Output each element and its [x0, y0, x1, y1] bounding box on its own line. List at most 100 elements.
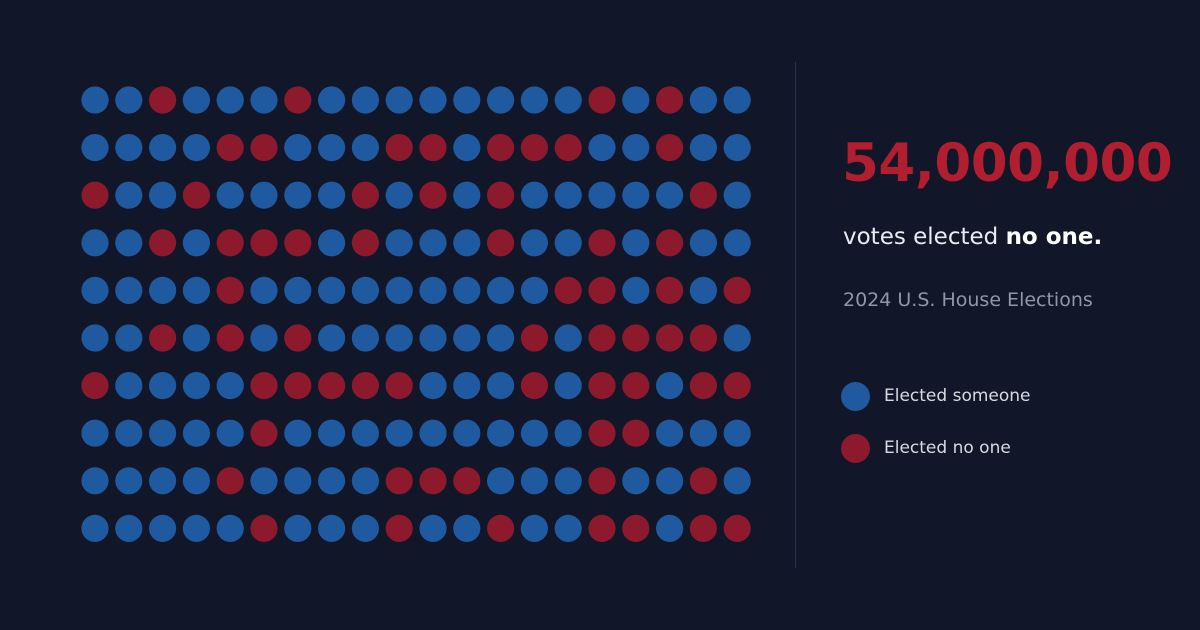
- dot-elected-no-one: [689, 181, 718, 209]
- dot-elected-no-one: [351, 372, 379, 400]
- dot-elected-no-one: [284, 372, 312, 400]
- dot-elected-someone: [453, 86, 481, 114]
- dot-elected-no-one: [723, 514, 751, 543]
- dot-elected-no-one: [385, 514, 413, 543]
- dot-elected-someone: [81, 134, 109, 162]
- dot-elected-someone: [385, 419, 413, 447]
- dot-elected-someone: [149, 276, 177, 304]
- dot-elected-no-one: [318, 372, 346, 400]
- dot-elected-someone: [520, 276, 549, 304]
- dot-elected-someone: [216, 181, 244, 209]
- dot-elected-someone: [419, 86, 447, 114]
- dot-elected-no-one: [149, 324, 177, 352]
- dot-elected-someone: [487, 372, 515, 400]
- dot-elected-someone: [115, 134, 143, 162]
- dot-elected-someone: [81, 467, 109, 495]
- dot-elected-someone: [385, 181, 413, 209]
- dot-elected-no-one: [351, 229, 379, 257]
- dot-elected-someone: [453, 134, 481, 162]
- dot-elected-someone: [588, 134, 616, 162]
- dot-elected-someone: [115, 514, 143, 543]
- dot-elected-someone: [81, 514, 109, 543]
- dot-elected-someone: [182, 134, 210, 162]
- dot-elected-someone: [385, 86, 413, 114]
- dot-elected-someone: [385, 276, 413, 304]
- dot-elected-someone: [385, 229, 413, 257]
- dot-elected-someone: [520, 181, 549, 209]
- dot-elected-someone: [554, 324, 582, 352]
- dot-elected-no-one: [149, 86, 177, 114]
- dot-elected-someone: [689, 276, 718, 304]
- dot-elected-someone: [520, 514, 549, 543]
- dot-elected-someone: [115, 419, 143, 447]
- dot-elected-no-one: [81, 181, 109, 209]
- dot-elected-someone: [81, 86, 109, 114]
- dot-elected-someone: [689, 419, 718, 447]
- dot-elected-no-one: [520, 324, 549, 352]
- dot-elected-someone: [351, 514, 379, 543]
- dot-elected-someone: [723, 324, 751, 352]
- dot-elected-no-one: [723, 372, 751, 400]
- dot-elected-no-one: [250, 372, 278, 400]
- dot-elected-someone: [149, 181, 177, 209]
- dot-elected-no-one: [689, 467, 718, 495]
- dot-elected-someone: [520, 467, 549, 495]
- dot-elected-someone: [216, 86, 244, 114]
- dot-elected-no-one: [419, 181, 447, 209]
- dot-elected-no-one: [622, 372, 650, 400]
- legend-swatch-elected-someone: [841, 381, 870, 411]
- dot-elected-no-one: [588, 372, 616, 400]
- dot-elected-someone: [554, 86, 582, 114]
- dot-elected-someone: [453, 229, 481, 257]
- dot-elected-someone: [689, 229, 718, 257]
- dot-elected-no-one: [588, 324, 616, 352]
- dot-elected-no-one: [250, 419, 278, 447]
- dot-elected-someone: [419, 419, 447, 447]
- dot-elected-someone: [284, 134, 312, 162]
- dot-elected-someone: [622, 467, 650, 495]
- dot-elected-someone: [250, 181, 278, 209]
- dot-elected-someone: [656, 467, 684, 495]
- dot-elected-no-one: [216, 467, 244, 495]
- dot-elected-no-one: [250, 134, 278, 162]
- dot-elected-someone: [149, 419, 177, 447]
- dot-elected-someone: [554, 514, 582, 543]
- dot-elected-someone: [182, 86, 210, 114]
- dot-elected-someone: [487, 324, 515, 352]
- dot-elected-no-one: [588, 514, 616, 543]
- dot-elected-no-one: [656, 86, 684, 114]
- dot-elected-someone: [656, 372, 684, 400]
- dot-elected-no-one: [385, 134, 413, 162]
- dot-elected-no-one: [149, 229, 177, 257]
- dot-elected-someone: [351, 324, 379, 352]
- dot-elected-someone: [622, 276, 650, 304]
- dot-elected-someone: [419, 324, 447, 352]
- dot-elected-someone: [487, 419, 515, 447]
- dot-elected-someone: [115, 324, 143, 352]
- dot-elected-someone: [554, 372, 582, 400]
- dot-elected-no-one: [520, 372, 549, 400]
- dot-elected-someone: [723, 419, 751, 447]
- dot-elected-no-one: [216, 324, 244, 352]
- dot-elected-someone: [487, 86, 515, 114]
- dot-elected-someone: [318, 181, 346, 209]
- dot-elected-someone: [182, 324, 210, 352]
- chart-caption: 2024 U.S. House Elections: [843, 289, 1093, 311]
- dot-elected-someone: [149, 467, 177, 495]
- dot-elected-someone: [453, 276, 481, 304]
- legend-label-elected-someone: Elected someone: [884, 386, 1031, 406]
- dot-elected-someone: [115, 229, 143, 257]
- dot-elected-someone: [115, 181, 143, 209]
- dot-elected-no-one: [419, 467, 447, 495]
- dot-elected-someone: [81, 229, 109, 257]
- dot-elected-no-one: [487, 181, 515, 209]
- dot-elected-no-one: [656, 324, 684, 352]
- dot-elected-someone: [318, 324, 346, 352]
- dot-elected-someone: [250, 276, 278, 304]
- headline-subline: votes elected no one.: [843, 220, 1102, 254]
- subline-prefix: votes elected: [843, 224, 1006, 250]
- dot-elected-someone: [318, 467, 346, 495]
- dot-elected-no-one: [689, 324, 718, 352]
- dot-elected-no-one: [182, 181, 210, 209]
- dot-elected-someone: [284, 276, 312, 304]
